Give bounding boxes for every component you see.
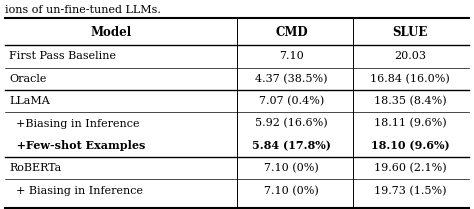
Text: 19.60 (2.1%): 19.60 (2.1%)	[374, 163, 447, 173]
Text: RoBERTa: RoBERTa	[9, 163, 62, 173]
Text: 16.84 (16.0%): 16.84 (16.0%)	[370, 74, 450, 84]
Text: 5.84 (17.8%): 5.84 (17.8%)	[252, 140, 331, 151]
Text: LLaMA: LLaMA	[9, 96, 50, 106]
Text: CMD: CMD	[275, 26, 308, 39]
Text: 18.11 (9.6%): 18.11 (9.6%)	[374, 118, 447, 129]
Text: +Few-shot Examples: +Few-shot Examples	[9, 140, 146, 151]
Text: +Biasing in Inference: +Biasing in Inference	[9, 119, 140, 129]
Text: First Pass Baseline: First Pass Baseline	[9, 51, 117, 61]
Text: 19.73 (1.5%): 19.73 (1.5%)	[374, 185, 446, 196]
Text: SLUE: SLUE	[392, 26, 428, 39]
Text: + Biasing in Inference: + Biasing in Inference	[9, 186, 144, 196]
Text: Model: Model	[91, 26, 132, 39]
Text: 7.07 (0.4%): 7.07 (0.4%)	[259, 96, 324, 106]
Text: 18.35 (8.4%): 18.35 (8.4%)	[374, 96, 447, 106]
Text: 7.10 (0%): 7.10 (0%)	[264, 163, 319, 173]
Text: ions of un-fine-tuned LLMs.: ions of un-fine-tuned LLMs.	[5, 5, 161, 15]
Text: 7.10: 7.10	[279, 51, 304, 61]
Text: 5.92 (16.6%): 5.92 (16.6%)	[255, 118, 328, 129]
Text: 4.37 (38.5%): 4.37 (38.5%)	[255, 74, 328, 84]
Text: 18.10 (9.6%): 18.10 (9.6%)	[371, 140, 449, 151]
Text: Oracle: Oracle	[9, 74, 47, 84]
Text: 20.03: 20.03	[394, 51, 426, 61]
Text: 7.10 (0%): 7.10 (0%)	[264, 185, 319, 196]
